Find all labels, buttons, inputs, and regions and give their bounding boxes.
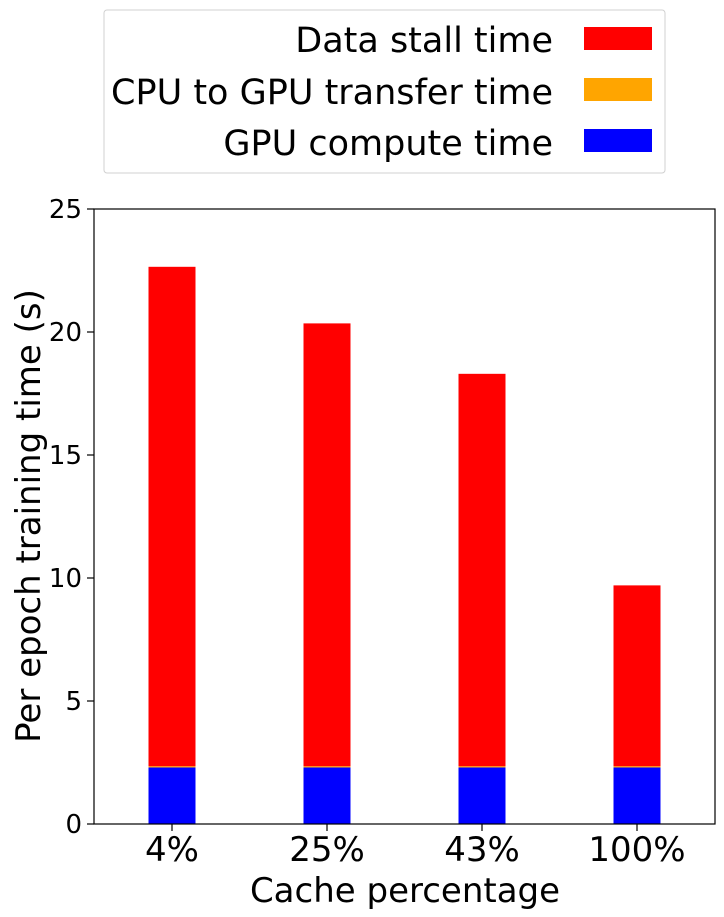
bar-data-stall-time-0 [148, 266, 196, 767]
x-tick-label-2: 43% [444, 830, 520, 870]
bar-cpu-to-gpu-transfer-time-1 [303, 766, 351, 768]
y-tick-label-5: 25 [49, 195, 82, 225]
legend-frame [103, 9, 666, 174]
x-tick-label-1: 25% [289, 830, 365, 870]
bar-cpu-to-gpu-transfer-time-3 [613, 766, 661, 768]
y-tick-label-4: 20 [49, 318, 82, 348]
legend-swatch-gpu-compute-time [584, 129, 652, 152]
plot-frame [93, 208, 716, 825]
y-axis-ticks: 0 5 10 15 20 25 [49, 195, 94, 840]
bar-gpu-compute-time-3 [613, 767, 661, 824]
bar-cpu-to-gpu-transfer-time-2 [458, 766, 506, 768]
y-tick-label-1: 5 [65, 687, 82, 717]
legend-swatch-data-stall-time [584, 27, 652, 50]
legend-label-cpu-to-gpu-transfer-time: CPU to GPU transfer time [111, 73, 553, 113]
bar-gpu-compute-time-0 [148, 767, 196, 824]
bar-cpu-to-gpu-transfer-time-0 [148, 766, 196, 768]
legend-label-data-stall-time: Data stall time [295, 21, 553, 61]
legend: Data stall time CPU to GPU transfer time… [103, 9, 666, 174]
bar-data-stall-time-3 [613, 585, 661, 767]
bar-data-stall-time-2 [458, 373, 506, 767]
x-axis-title: Cache percentage [250, 871, 560, 911]
y-tick-label-2: 10 [49, 564, 82, 594]
y-axis-title: Per epoch training time (s) [9, 289, 49, 743]
bar-data-stall-time-1 [303, 323, 351, 767]
y-tick-label-0: 0 [65, 810, 82, 840]
bars-layer [148, 266, 661, 824]
x-tick-label-3: 100% [588, 830, 685, 870]
bar-gpu-compute-time-2 [458, 767, 506, 824]
legend-label-gpu-compute-time: GPU compute time [223, 124, 553, 164]
legend-swatch-cpu-to-gpu-transfer-time [584, 78, 652, 101]
y-tick-label-3: 15 [49, 441, 82, 471]
x-tick-label-0: 4% [145, 830, 199, 870]
x-axis-ticks: 4% 25% 43% 100% [145, 824, 686, 870]
bar-gpu-compute-time-1 [303, 767, 351, 824]
